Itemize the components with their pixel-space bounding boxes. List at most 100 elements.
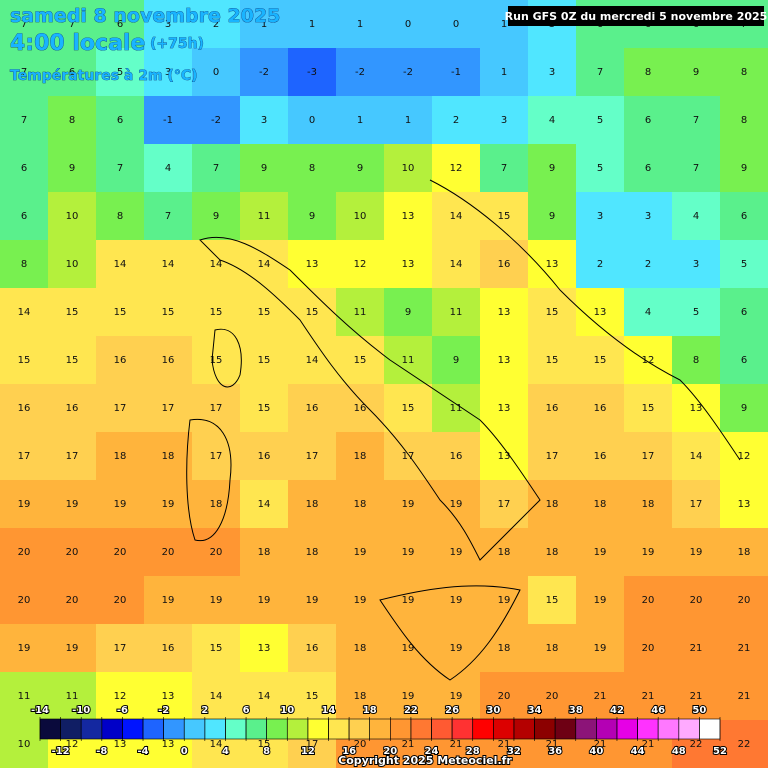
temperature-cell <box>288 336 337 385</box>
temperature-cell <box>288 384 337 433</box>
temperature-value: 6 <box>645 115 651 126</box>
temperature-value: 19 <box>594 643 607 654</box>
temperature-value: 15 <box>258 355 271 366</box>
temperature-value: 13 <box>402 259 415 270</box>
temperature-value: 17 <box>114 643 127 654</box>
temperature-value: 5 <box>117 67 123 78</box>
temperature-value: 13 <box>306 259 319 270</box>
temperature-value: 17 <box>18 451 31 462</box>
temperature-cell <box>240 672 289 721</box>
temperature-value: 16 <box>18 403 31 414</box>
temperature-cell <box>288 144 337 193</box>
temperature-value: 19 <box>18 643 31 654</box>
temperature-cell <box>144 432 193 481</box>
temperature-cell <box>720 432 768 481</box>
temperature-cell <box>624 528 673 577</box>
temperature-cell <box>528 48 577 97</box>
temperature-value: 16 <box>66 403 79 414</box>
temperature-cell <box>720 144 768 193</box>
temperature-cell <box>432 288 481 337</box>
temperature-cell <box>672 528 721 577</box>
colorbar-box <box>575 718 597 740</box>
temperature-cell <box>240 336 289 385</box>
temperature-value: 6 <box>741 355 747 366</box>
temperature-value: 9 <box>741 403 747 414</box>
temperature-value: 20 <box>66 547 79 558</box>
temperature-cell <box>384 432 433 481</box>
temperature-value: 9 <box>453 355 459 366</box>
temperature-value: 2 <box>597 259 603 270</box>
temperature-value: 15 <box>210 643 223 654</box>
temperature-value: 16 <box>546 403 559 414</box>
temperature-cell <box>480 336 529 385</box>
temperature-cell <box>144 144 193 193</box>
temperature-cell <box>48 48 97 97</box>
temperature-cell <box>576 432 625 481</box>
temperature-cell <box>576 624 625 673</box>
temperature-cell <box>240 48 289 97</box>
temperature-value: 13 <box>402 211 415 222</box>
temperature-cell <box>384 0 433 49</box>
temperature-cell <box>0 192 49 241</box>
temperature-cell <box>672 624 721 673</box>
temperature-cell <box>384 384 433 433</box>
temperature-cell <box>480 480 529 529</box>
temperature-cell <box>480 672 529 721</box>
temperature-value: 19 <box>306 595 319 606</box>
temperature-value: 12 <box>114 691 127 702</box>
temperature-value: 13 <box>498 355 511 366</box>
colorbar-box <box>616 718 638 740</box>
temperature-value: 1 <box>357 115 363 126</box>
temperature-value: 6 <box>117 115 123 126</box>
temperature-value: 13 <box>498 307 511 318</box>
temperature-cell <box>672 432 721 481</box>
temperature-value: 16 <box>162 643 175 654</box>
temperature-cell <box>336 384 385 433</box>
colorbar-box <box>390 718 412 740</box>
temperature-cell <box>336 576 385 625</box>
temperature-cell <box>624 336 673 385</box>
temperature-value: 13 <box>546 259 559 270</box>
temperature-cell <box>240 432 289 481</box>
temperature-value: 13 <box>162 739 175 750</box>
temperature-value: 11 <box>258 211 271 222</box>
temperature-value: 5 <box>741 259 747 270</box>
temperature-cell <box>672 96 721 145</box>
temperature-value: 7 <box>597 67 603 78</box>
temperature-cell <box>192 48 241 97</box>
temperature-value: 19 <box>162 499 175 510</box>
temperature-value: 1 <box>501 67 507 78</box>
temperature-value: 19 <box>18 499 31 510</box>
lead-time: (+75h) <box>150 36 204 52</box>
temperature-value: 9 <box>357 163 363 174</box>
temperature-cell <box>432 672 481 721</box>
temperature-cell <box>432 240 481 289</box>
temperature-cell <box>144 0 193 49</box>
colorbar-label: 50 <box>692 705 706 716</box>
temperature-value: 21 <box>594 691 607 702</box>
temperature-value: 20 <box>18 547 31 558</box>
temperature-cell <box>480 240 529 289</box>
temperature-value: 18 <box>114 451 127 462</box>
temperature-value: 16 <box>594 403 607 414</box>
temperature-cell <box>336 480 385 529</box>
temperature-cell <box>0 384 49 433</box>
colorbar-box <box>472 718 494 740</box>
colorbar-label: 44 <box>631 746 645 757</box>
temperature-value: 20 <box>18 595 31 606</box>
temperature-cell <box>528 528 577 577</box>
temperature-value: 6 <box>645 163 651 174</box>
temperature-cell <box>96 288 145 337</box>
temperature-value: 22 <box>738 739 751 750</box>
temperature-value: 15 <box>210 355 223 366</box>
temperature-value: 21 <box>690 643 703 654</box>
temperature-value: 13 <box>114 739 127 750</box>
temperature-cell <box>240 528 289 577</box>
colorbar-box <box>204 718 226 740</box>
colorbar-label: -4 <box>137 746 148 757</box>
temperature-cell <box>336 288 385 337</box>
temperature-cell <box>96 240 145 289</box>
temperature-cell <box>576 384 625 433</box>
temperature-value: 15 <box>306 307 319 318</box>
